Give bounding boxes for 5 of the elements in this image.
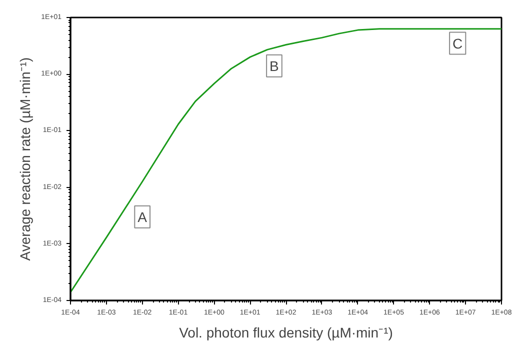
annotation: C [452,35,463,52]
x-axis-title: Vol. photon flux density (µM·min⁻¹) [179,324,393,340]
annotation: B [270,58,279,74]
annotation: A [138,208,148,225]
y-axis-title: Average reaction rate (µM·min⁻¹) [17,57,34,261]
